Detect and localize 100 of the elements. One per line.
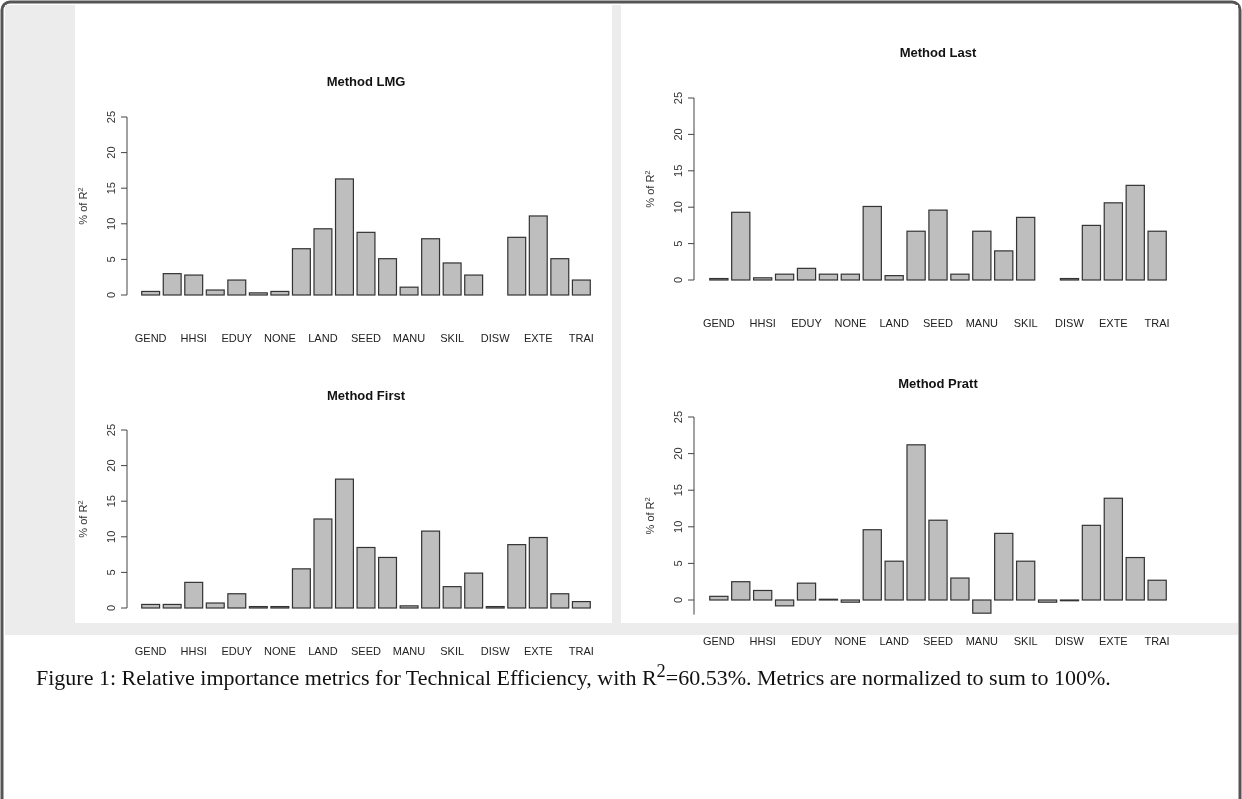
x-tick-label: MANU <box>392 332 426 344</box>
bar <box>1037 599 1058 603</box>
chart-title: Method Pratt <box>898 376 979 391</box>
x-tick-label: SKIL <box>1013 317 1038 329</box>
x-tick-label: TRAI <box>1144 635 1170 647</box>
x-tick-label: SKIL <box>440 332 465 344</box>
bar <box>1081 524 1102 601</box>
x-tick-label: NONE <box>263 332 296 344</box>
y-tick-label: 25 <box>105 110 117 124</box>
x-tick-label: GEND <box>702 317 735 329</box>
x-tick-label: HHSI <box>749 317 776 329</box>
bar <box>184 581 204 609</box>
bar <box>334 478 354 609</box>
bar <box>796 582 817 601</box>
x-tick-label: EXTE <box>1098 635 1128 647</box>
y-tick-label: 0 <box>105 604 117 612</box>
bar <box>950 273 970 281</box>
y-tick-label: 10 <box>105 217 117 230</box>
y-tick-label: 10 <box>672 520 684 533</box>
x-tick-label: DISW <box>1055 635 1085 647</box>
bar <box>884 560 904 601</box>
bar <box>270 290 290 296</box>
bar <box>421 238 441 296</box>
bar <box>399 286 419 296</box>
chart-title: Method Last <box>899 45 977 60</box>
bar <box>399 605 419 609</box>
x-tick-label: NONE <box>263 645 296 657</box>
bar <box>141 603 161 609</box>
bar <box>709 595 729 601</box>
bar <box>752 589 773 601</box>
bar <box>928 519 948 601</box>
bar <box>528 536 548 609</box>
y-tick-label: 15 <box>672 164 684 177</box>
x-tick-label: HHSI <box>749 635 776 647</box>
x-tick-label: EXTE <box>523 645 553 657</box>
bar <box>550 258 570 296</box>
bar <box>205 602 225 609</box>
bar <box>507 544 527 609</box>
bar <box>840 273 861 281</box>
bar <box>528 215 548 296</box>
bar <box>356 231 376 296</box>
x-tick-label: NONE <box>834 317 867 329</box>
bar <box>731 581 751 601</box>
bar <box>184 274 204 296</box>
x-tick-label: MANU <box>965 317 999 329</box>
bar <box>1015 560 1036 601</box>
bar <box>291 248 311 296</box>
y-tick-label: 5 <box>672 560 684 567</box>
bar <box>972 230 992 281</box>
bar <box>356 546 376 609</box>
bar <box>906 230 926 281</box>
x-tick-label: DISW <box>480 332 511 344</box>
bar <box>906 444 926 601</box>
y-tick-label: 20 <box>672 447 684 460</box>
bar <box>205 289 225 296</box>
y-tick-label: 5 <box>672 240 684 247</box>
x-tick-label: LAND <box>879 635 909 647</box>
bar <box>378 556 398 609</box>
bar <box>162 603 182 609</box>
chart-title: Method First <box>327 388 406 403</box>
y-tick-label: 15 <box>105 182 117 195</box>
bar <box>141 290 161 296</box>
bar <box>442 262 462 296</box>
bar <box>1015 216 1036 281</box>
bar <box>1103 202 1124 281</box>
bar <box>840 599 861 603</box>
bar <box>464 274 484 296</box>
y-tick-label: 10 <box>105 530 117 543</box>
bar <box>227 593 247 609</box>
bar <box>818 273 839 281</box>
bar <box>550 593 570 609</box>
x-tick-label: EXTE <box>1098 317 1128 329</box>
x-tick-label: NONE <box>834 635 867 647</box>
caption: Figure 1: Relative importance metrics for Technical Efficiency, with R$^{2}$=60.53%. Metrics are normalized to sum to 100%. <box>36 661 1111 691</box>
bar <box>1147 579 1167 601</box>
bar <box>862 529 882 601</box>
x-tick-label: TRAI <box>568 332 594 344</box>
bar <box>994 250 1014 281</box>
bar <box>950 577 970 601</box>
y-tick-label: 5 <box>105 569 117 576</box>
x-tick-label: EDUY <box>791 317 823 329</box>
bar <box>464 572 484 609</box>
x-tick-label: MANU <box>392 645 426 657</box>
bar <box>774 273 795 281</box>
y-tick-label: 20 <box>672 128 684 141</box>
bar <box>731 211 751 281</box>
x-tick-label: SKIL <box>1013 635 1038 647</box>
x-tick-label: TRAI <box>568 645 594 657</box>
bar <box>1125 556 1145 601</box>
x-tick-label: HHSI <box>180 645 207 657</box>
y-tick-label: 15 <box>105 495 117 508</box>
bar <box>994 532 1014 601</box>
x-tick-label: SEED <box>923 635 954 647</box>
y-tick-label: 0 <box>672 596 684 604</box>
x-tick-label: GEND <box>134 645 167 657</box>
x-tick-label: LAND <box>308 332 338 344</box>
bar <box>1147 230 1167 281</box>
x-tick-label: LAND <box>308 645 338 657</box>
bar <box>571 279 591 296</box>
bar <box>796 267 817 281</box>
